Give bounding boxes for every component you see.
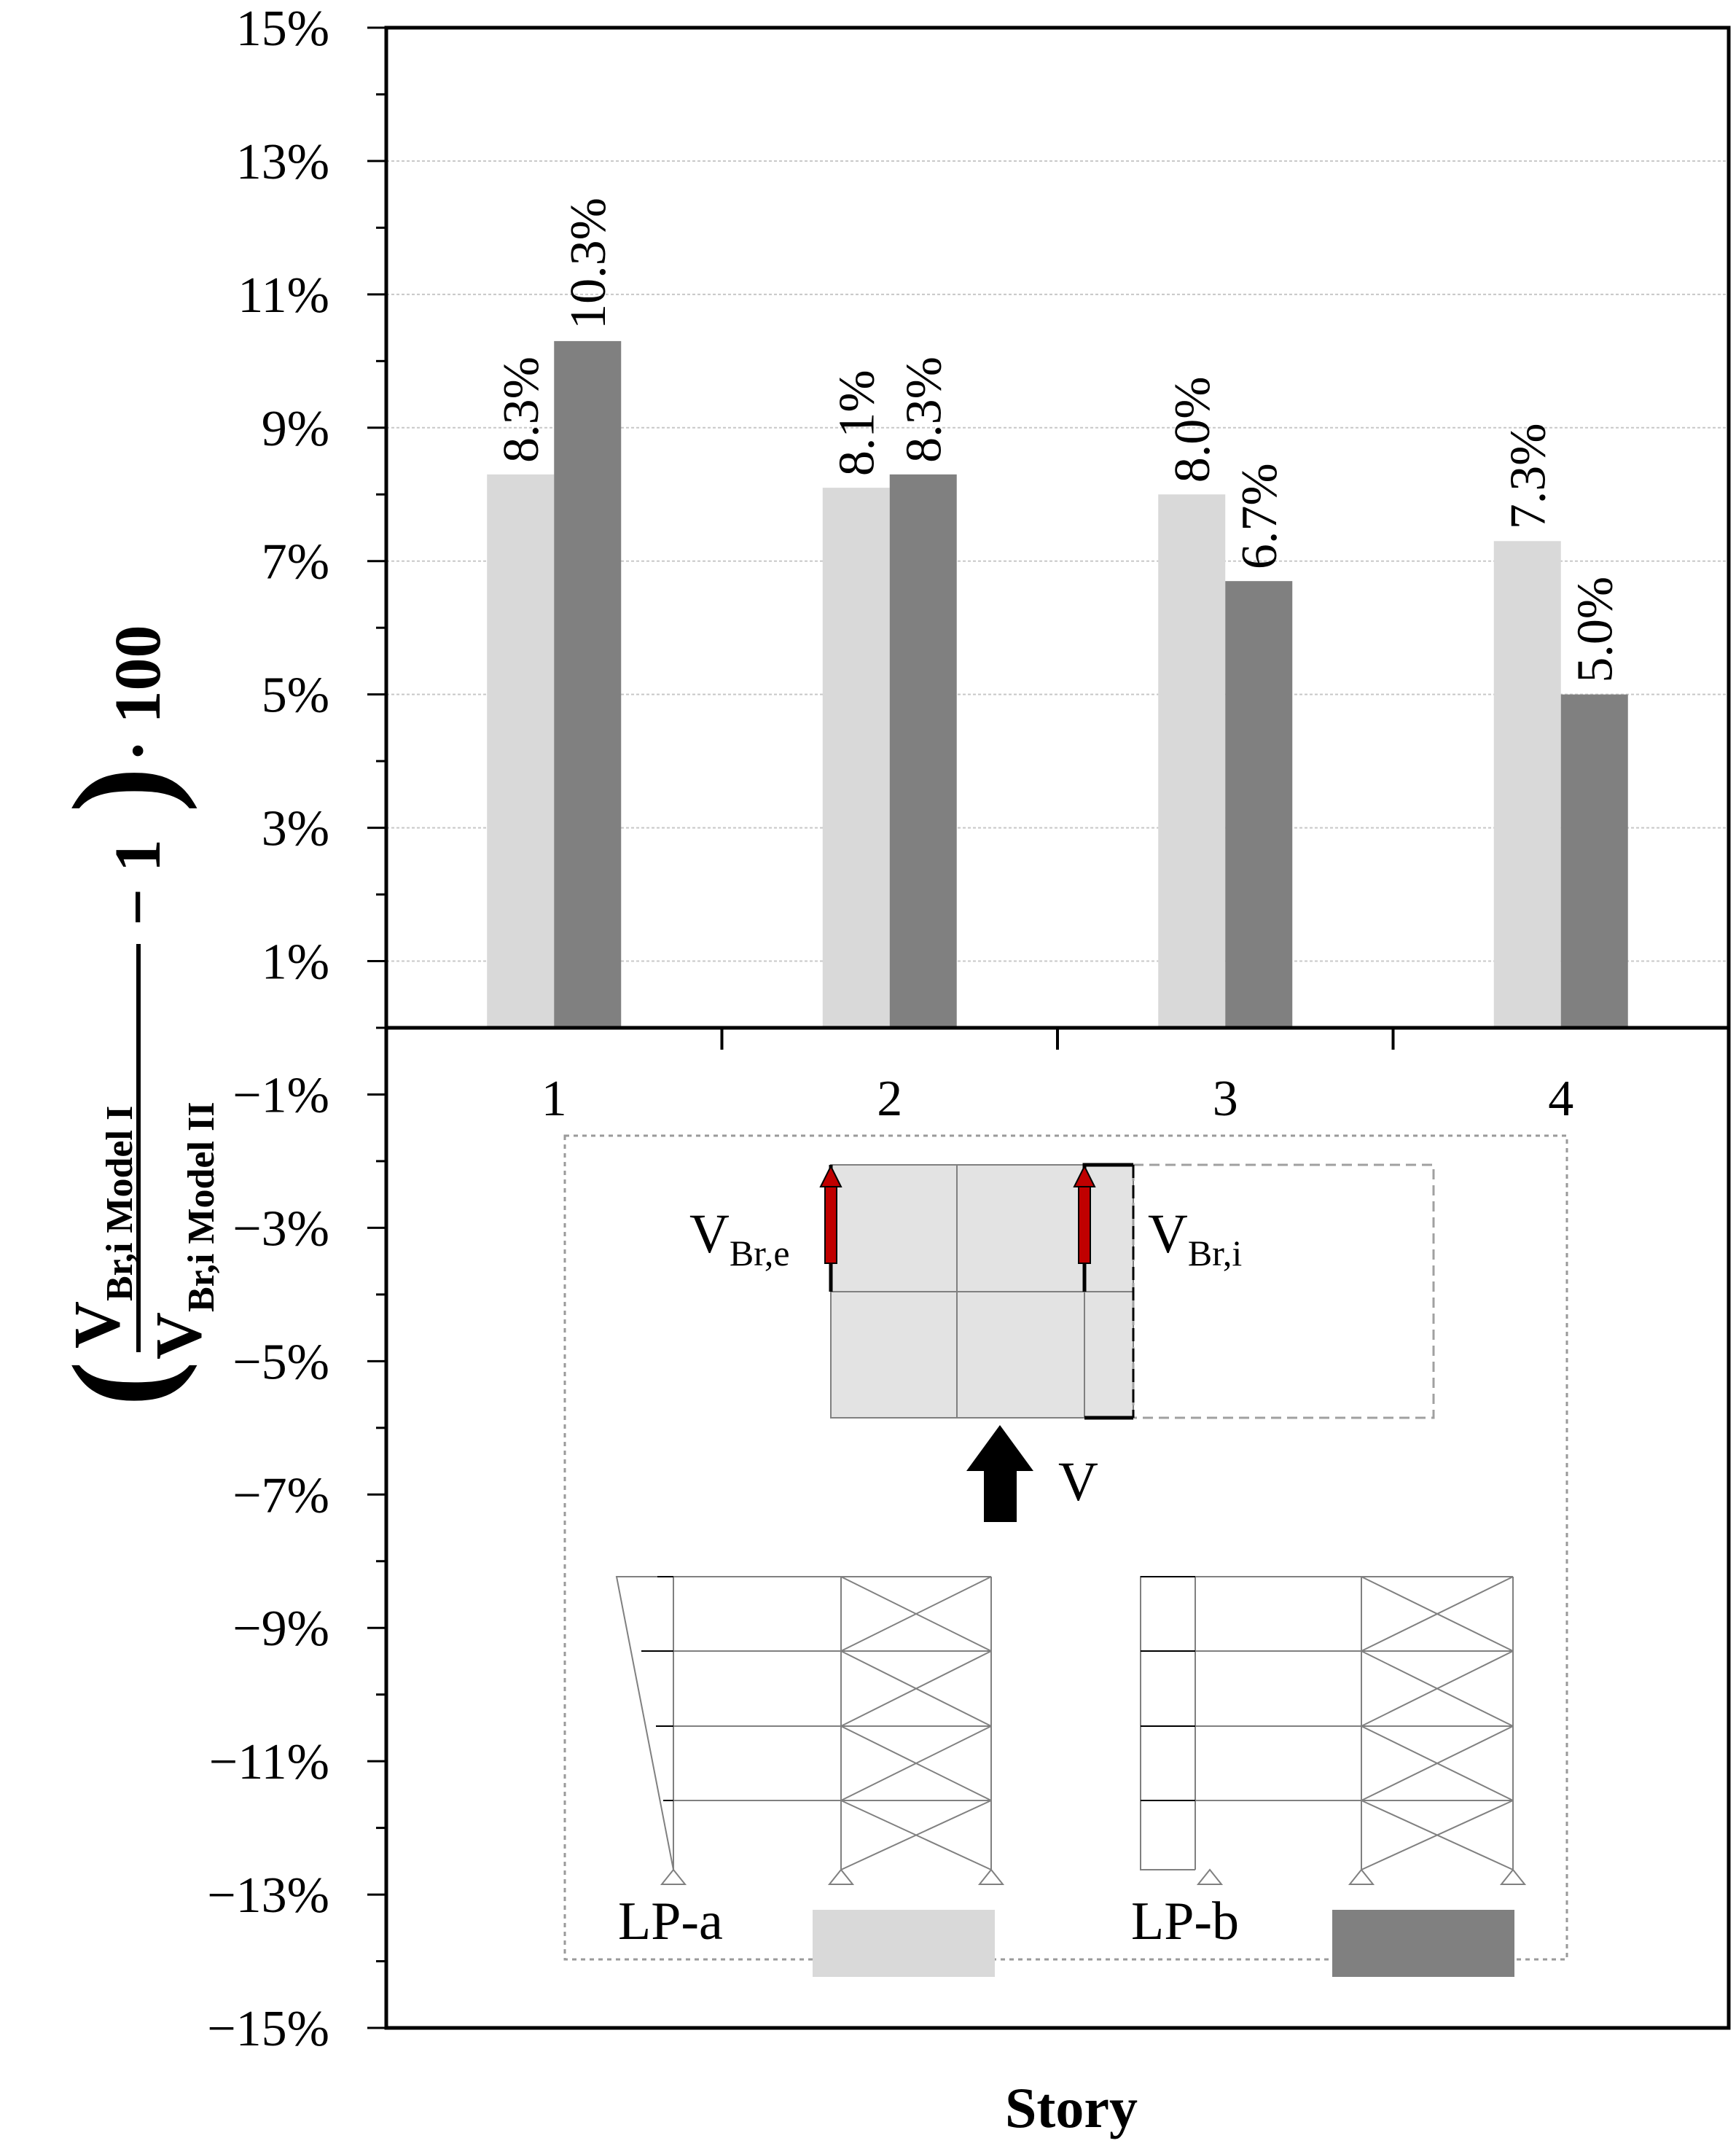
y-tick-label: 1% (262, 935, 329, 991)
frame-brace (1361, 1800, 1514, 1870)
y-tick-label: −9% (232, 1601, 329, 1657)
frame-brace (1361, 1725, 1514, 1801)
legend-label-lp-b: LP-b (1131, 1892, 1239, 1951)
y-axis-label: ( VBr,i Model I VBr,i Model II − 1 ) · 1… (45, 625, 222, 1407)
y-label-denominator: VBr,i Model II (143, 1102, 222, 1359)
y-label-times-100: · 100 (102, 625, 174, 762)
wall-diagram: VBr,e VBr,i V (689, 1163, 1435, 1522)
bar-lp-a-story-3 (1158, 494, 1226, 1028)
frame-brace (1361, 1576, 1514, 1652)
x-category-label-2: 2 (877, 1071, 902, 1127)
bars (487, 340, 1628, 1029)
y-tick-label: 9% (262, 401, 329, 457)
support (1499, 1868, 1527, 1885)
support (1348, 1868, 1375, 1885)
y-tick-label: −11% (209, 1734, 329, 1790)
y-label-open-paren: ( (45, 1361, 198, 1407)
v-br-e-arrowhead (819, 1164, 842, 1187)
y-tick-label: −3% (232, 1201, 329, 1257)
v-label: V (1058, 1451, 1098, 1513)
data-label-lp-a-story-2: 8.1% (829, 370, 885, 476)
frame-brace (840, 1800, 992, 1870)
bar-lp-b-story-3 (1225, 581, 1293, 1028)
frame-schematic-lp-a (615, 1576, 1005, 1885)
data-label-lp-a-story-1: 8.3% (493, 356, 550, 463)
y-tick-labels: 15% 13% 11% 9% 7% 5% 3% 1% −1% −3% −5% −7% −9% −11% −1… (207, 1, 329, 2057)
triangular-load (615, 1576, 674, 1870)
data-label-lp-a-story-4: 7.3% (1501, 423, 1557, 529)
frame-schematic-lp-b (1140, 1576, 1527, 1885)
support (977, 1868, 1005, 1885)
data-label-lp-b-story-3: 6.7% (1232, 463, 1288, 569)
x-category-label-3: 3 (1213, 1071, 1238, 1127)
frame-brace (840, 1650, 992, 1727)
x-category-label-4: 4 (1548, 1071, 1573, 1127)
bar-lp-a-story-2 (822, 488, 890, 1028)
legend: LP-a LP-b (618, 1892, 1514, 1977)
support (660, 1868, 687, 1885)
y-tick-label: −7% (232, 1467, 329, 1523)
y-label-minus-one: − 1 (102, 839, 174, 926)
bar-lp-b-story-4 (1560, 694, 1628, 1028)
y-tick-label: 5% (262, 668, 329, 724)
bar-lp-b-story-2 (889, 474, 957, 1028)
y-label-close-paren: ) (45, 767, 198, 813)
frame-brace (1361, 1650, 1514, 1727)
y-tick-label: 15% (236, 1, 329, 57)
category-labels: 1 2 3 4 (541, 1071, 1574, 1127)
y-tick-label: 7% (262, 534, 329, 590)
frame-brace (840, 1576, 992, 1652)
data-label-lp-a-story-3: 8.0% (1165, 376, 1221, 483)
legend-swatch-lp-a (813, 1910, 995, 1977)
v-br-e-arrow (824, 1184, 837, 1264)
y-tick-label: 11% (238, 268, 329, 324)
data-label-lp-b-story-4: 5.0% (1568, 577, 1624, 683)
y-tick-label: −13% (207, 1868, 329, 1924)
y-tick-label: 3% (262, 801, 329, 857)
bar-lp-a-story-1 (487, 474, 555, 1028)
support (1196, 1868, 1224, 1885)
data-label-lp-b-story-1: 10.3% (560, 198, 617, 329)
y-tick-label: −15% (207, 2001, 329, 2057)
axes (367, 26, 1731, 2030)
v-br-i-arrow (1078, 1184, 1091, 1264)
bar-lp-a-story-4 (1493, 541, 1561, 1028)
x-axis-label: Story (1005, 2076, 1138, 2139)
v-arrow (966, 1425, 1033, 1522)
v-br-i-label: VBr,i (1148, 1203, 1242, 1273)
v-br-e-label: VBr,e (689, 1203, 790, 1273)
inset-panel: VBr,e VBr,i V (563, 1134, 1568, 1977)
y-tick-label: −5% (232, 1334, 329, 1390)
data-labels: 8.3% 8.1% 8.0% 7.3%10.3%8.3%6.7%5.0% (493, 198, 1624, 683)
y-tick-label: −1% (232, 1067, 329, 1123)
y-label-numerator: VBr,i Model I (61, 1106, 141, 1349)
legend-swatch-lp-b (1332, 1910, 1514, 1977)
legend-label-lp-a: LP-a (618, 1892, 723, 1951)
support (827, 1868, 855, 1885)
frame-brace (840, 1725, 992, 1801)
v-br-i-arrowhead (1073, 1164, 1096, 1187)
x-category-label-1: 1 (541, 1071, 567, 1127)
data-label-lp-b-story-2: 8.3% (896, 356, 953, 463)
bar-lp-b-story-1 (554, 340, 622, 1029)
y-tick-label: 13% (236, 134, 329, 190)
